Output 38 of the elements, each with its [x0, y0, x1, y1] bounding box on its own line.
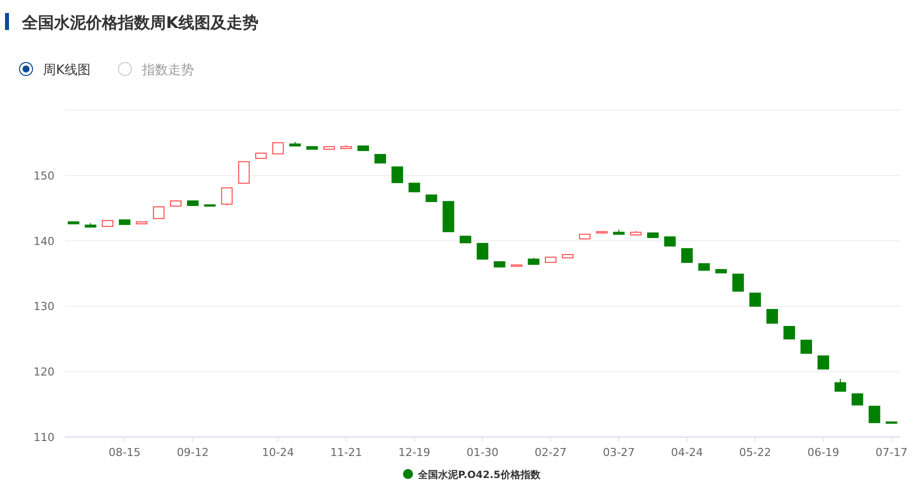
- chart-title: 全国水泥价格指数周K线图及走势: [21, 13, 258, 32]
- legend-label: 全国水泥P.O42.5价格指数: [417, 469, 542, 481]
- candlestick: [221, 187, 233, 206]
- candlestick: [732, 274, 744, 292]
- y-tick-label: 140: [34, 234, 54, 248]
- y-tick-label: 130: [34, 300, 54, 314]
- x-tick-label: 05-22: [739, 446, 772, 459]
- x-tick-label: 12-19: [398, 446, 430, 459]
- candlestick: [868, 406, 880, 424]
- candlestick: [476, 242, 488, 260]
- candlestick: [818, 355, 830, 370]
- text: 周K线图: [43, 63, 91, 78]
- y-tick-label: 150: [34, 169, 54, 182]
- x-tick-label: 06-19: [807, 446, 840, 459]
- x-tick-label: 07-17: [875, 446, 908, 459]
- candlestick: [238, 161, 250, 184]
- x-tick-label: 08-15: [108, 446, 141, 459]
- y-tick-label: 120: [34, 366, 54, 379]
- x-tick-label: 10-24: [262, 446, 294, 459]
- candlestick: [152, 206, 165, 220]
- candlestick: [766, 308, 778, 324]
- x-tick-label: 01-30: [466, 446, 498, 459]
- x-tick-label: 11-21: [330, 446, 362, 459]
- x-tick-label: 03-27: [602, 446, 635, 459]
- text: 指数走势: [141, 63, 194, 78]
- candlestick: [392, 166, 404, 184]
- candlestick: [681, 248, 693, 263]
- candlestick: [852, 393, 864, 406]
- candlestick: [834, 378, 846, 392]
- x-tick-label: 09-12: [176, 446, 209, 459]
- candlestick: [664, 236, 676, 247]
- x-tick-label: 04-24: [671, 446, 703, 459]
- candlestick: [800, 340, 812, 354]
- candlestick: [749, 292, 761, 307]
- candlestick: [272, 142, 284, 154]
- candlestick: [783, 326, 796, 340]
- y-tick-label: 110: [34, 431, 54, 444]
- x-tick-label: 02-27: [534, 446, 567, 459]
